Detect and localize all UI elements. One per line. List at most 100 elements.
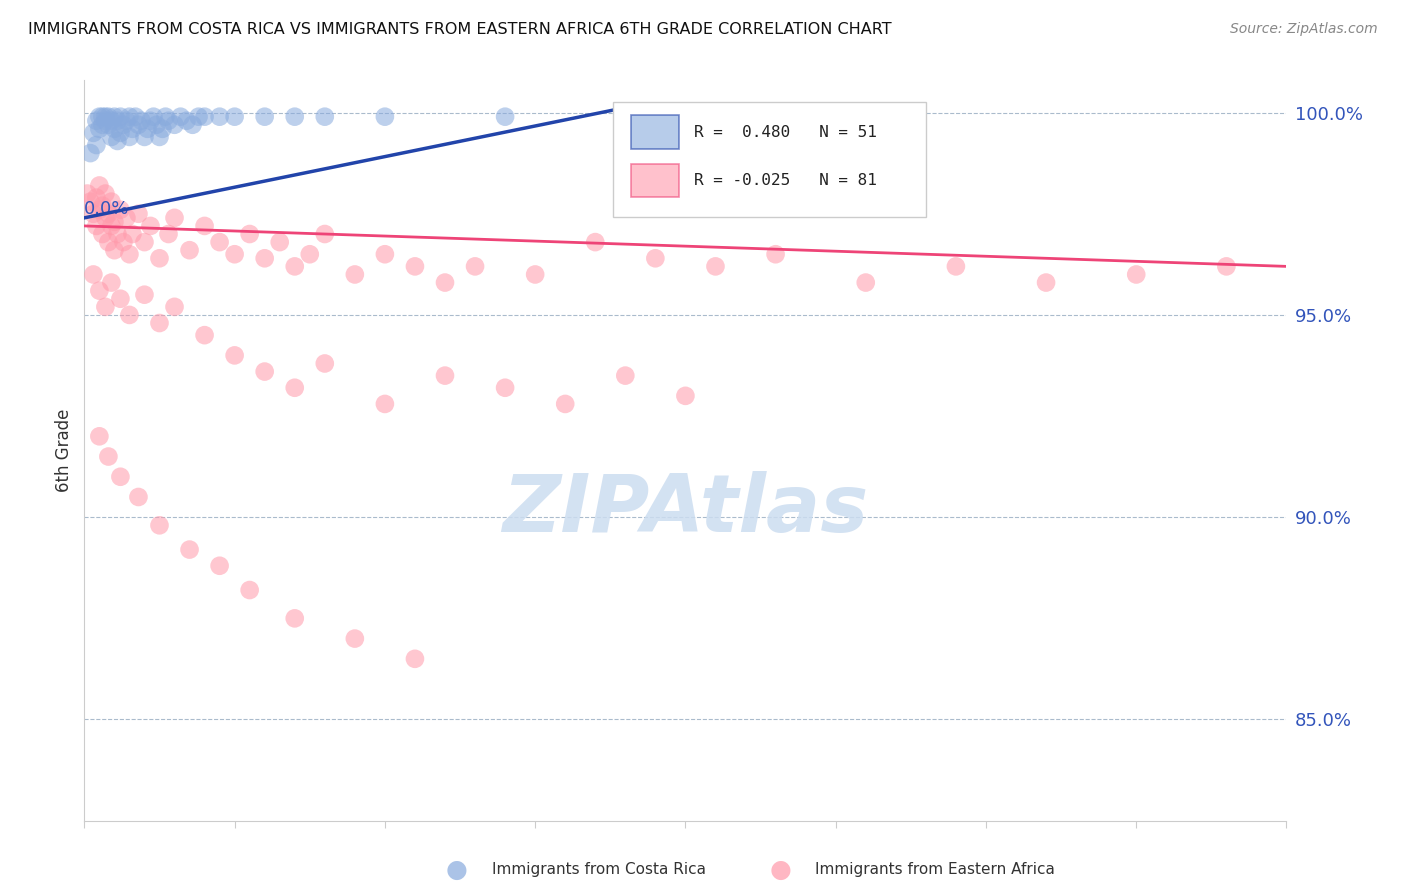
- Point: [404, 652, 426, 666]
- Point: [115, 113, 138, 128]
- Point: [181, 118, 204, 132]
- Point: [97, 235, 120, 249]
- Point: [208, 110, 231, 124]
- Text: R = -0.025   N = 81: R = -0.025 N = 81: [693, 173, 877, 187]
- Point: [89, 110, 111, 124]
- Point: [91, 227, 114, 241]
- Point: [224, 348, 246, 362]
- Point: [194, 219, 217, 233]
- Point: [103, 121, 125, 136]
- Point: [208, 558, 231, 573]
- Point: [139, 113, 162, 128]
- Point: [148, 316, 170, 330]
- Text: Immigrants from Eastern Africa: Immigrants from Eastern Africa: [815, 863, 1056, 877]
- Point: [765, 247, 787, 261]
- Point: [121, 227, 143, 241]
- Point: [704, 260, 727, 274]
- Point: [110, 126, 132, 140]
- Point: [112, 118, 135, 132]
- Point: [374, 247, 396, 261]
- Point: [343, 268, 366, 282]
- Point: [118, 308, 141, 322]
- Point: [139, 219, 162, 233]
- Point: [269, 235, 291, 249]
- Point: [163, 118, 186, 132]
- Point: [224, 247, 246, 261]
- Point: [157, 113, 180, 128]
- Point: [127, 490, 149, 504]
- Point: [314, 227, 336, 241]
- Point: [121, 121, 143, 136]
- Point: [155, 110, 177, 124]
- Point: [524, 268, 547, 282]
- Point: [89, 121, 111, 136]
- Point: [103, 110, 125, 124]
- FancyBboxPatch shape: [631, 115, 679, 149]
- Point: [107, 134, 129, 148]
- Text: ●: ●: [769, 858, 792, 881]
- Point: [94, 186, 117, 201]
- Point: [855, 276, 877, 290]
- Point: [86, 191, 108, 205]
- Point: [97, 450, 120, 464]
- Point: [134, 235, 156, 249]
- Point: [107, 227, 129, 241]
- Point: [434, 276, 457, 290]
- Point: [91, 118, 114, 132]
- Point: [163, 300, 186, 314]
- Point: [100, 194, 122, 209]
- Text: IMMIGRANTS FROM COSTA RICA VS IMMIGRANTS FROM EASTERN AFRICA 6TH GRADE CORRELATI: IMMIGRANTS FROM COSTA RICA VS IMMIGRANTS…: [28, 22, 891, 37]
- Point: [148, 129, 170, 144]
- Point: [583, 235, 606, 249]
- Point: [284, 110, 307, 124]
- Point: [374, 110, 396, 124]
- Point: [97, 110, 120, 124]
- Point: [1215, 260, 1237, 274]
- Point: [152, 121, 174, 136]
- Point: [134, 287, 156, 301]
- Point: [253, 110, 276, 124]
- Point: [103, 215, 125, 229]
- Point: [148, 252, 170, 266]
- Text: 0.0%: 0.0%: [84, 200, 129, 218]
- Point: [343, 632, 366, 646]
- Point: [118, 110, 141, 124]
- Point: [187, 110, 209, 124]
- Text: ●: ●: [446, 858, 468, 881]
- Point: [86, 219, 108, 233]
- Point: [110, 469, 132, 483]
- Point: [118, 129, 141, 144]
- Point: [179, 542, 201, 557]
- Point: [91, 199, 114, 213]
- Text: ZIPAtlas: ZIPAtlas: [502, 471, 869, 549]
- Point: [298, 247, 321, 261]
- Point: [434, 368, 457, 383]
- Point: [614, 368, 637, 383]
- Point: [82, 126, 104, 140]
- Point: [94, 110, 117, 124]
- Point: [404, 260, 426, 274]
- Point: [163, 211, 186, 225]
- Point: [136, 121, 159, 136]
- Point: [157, 227, 180, 241]
- Point: [91, 110, 114, 124]
- Point: [107, 113, 129, 128]
- Point: [284, 611, 307, 625]
- Point: [89, 429, 111, 443]
- Point: [194, 110, 217, 124]
- Point: [194, 328, 217, 343]
- Point: [284, 260, 307, 274]
- Text: Source: ZipAtlas.com: Source: ZipAtlas.com: [1230, 22, 1378, 37]
- Point: [253, 365, 276, 379]
- Point: [284, 381, 307, 395]
- Point: [131, 113, 153, 128]
- Text: R =  0.480   N = 51: R = 0.480 N = 51: [693, 125, 877, 140]
- Point: [89, 202, 111, 217]
- Point: [127, 207, 149, 221]
- Point: [1035, 276, 1057, 290]
- Point: [614, 110, 637, 124]
- Point: [224, 110, 246, 124]
- Point: [89, 284, 111, 298]
- Point: [148, 518, 170, 533]
- Point: [239, 582, 262, 597]
